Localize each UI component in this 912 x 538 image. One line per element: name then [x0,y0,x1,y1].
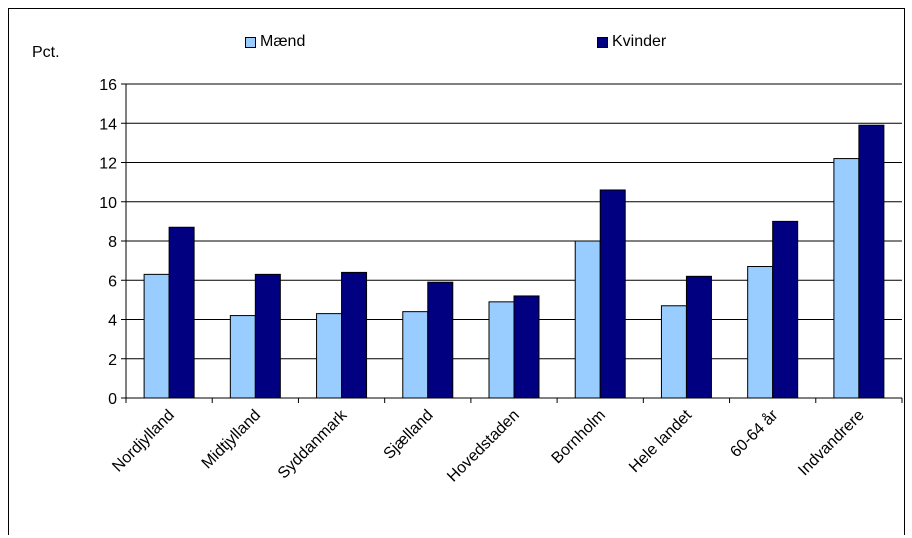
x-tick-label: Indvandrere [795,407,867,479]
bar-kvinder [341,271,368,399]
x-tick-label: Hele landet [626,406,696,476]
y-tick-label: 6 [108,273,117,290]
y-axis-label: Pct. [32,44,60,61]
legend-label-maend: Mænd [260,33,306,50]
legend-swatch-kvinder [597,36,608,48]
bar-kvinder [858,124,885,399]
bar-maend [316,313,343,399]
bar-maend [488,301,515,399]
x-tick-label: Sjælland [381,407,437,463]
y-tick-label: 0 [108,391,117,408]
bar-kvinder [599,189,626,399]
y-tick-label: 2 [108,352,117,369]
legend-item-maend: Mænd [245,33,305,51]
x-tick-label: Bornholm [549,407,609,467]
bar-maend [143,273,170,399]
x-tick-label: Nordjylland [109,407,178,476]
y-tick-label: 10 [99,195,117,212]
legend-label-kvinder: Kvinder [612,33,667,50]
bar-kvinder [168,226,195,399]
y-tick-label: 14 [99,116,117,133]
bar-maend [660,305,687,399]
bar-maend [229,315,256,399]
bar-maend [574,240,601,399]
bar-maend [747,266,774,399]
y-tick-label: 16 [99,77,117,94]
x-tick-label: Midtjylland [199,407,264,472]
bar-kvinder [254,273,281,399]
bar-kvinder [513,295,540,399]
bar-kvinder [427,281,454,399]
bar-kvinder [772,220,799,399]
bar-maend [833,158,860,399]
legend-item-kvinder: Kvinder [597,33,666,51]
y-tick-label: 12 [99,156,117,173]
legend-swatch-maend [245,36,256,48]
x-tick-label: 60-64 år [727,406,782,461]
y-tick-label: 8 [108,234,117,251]
bar-kvinder [685,275,712,399]
x-tick-label: Hovedstaden [444,407,523,486]
bar-maend [402,311,429,399]
x-tick-label: Syddanmark [275,406,351,482]
y-tick-label: 4 [108,313,117,330]
